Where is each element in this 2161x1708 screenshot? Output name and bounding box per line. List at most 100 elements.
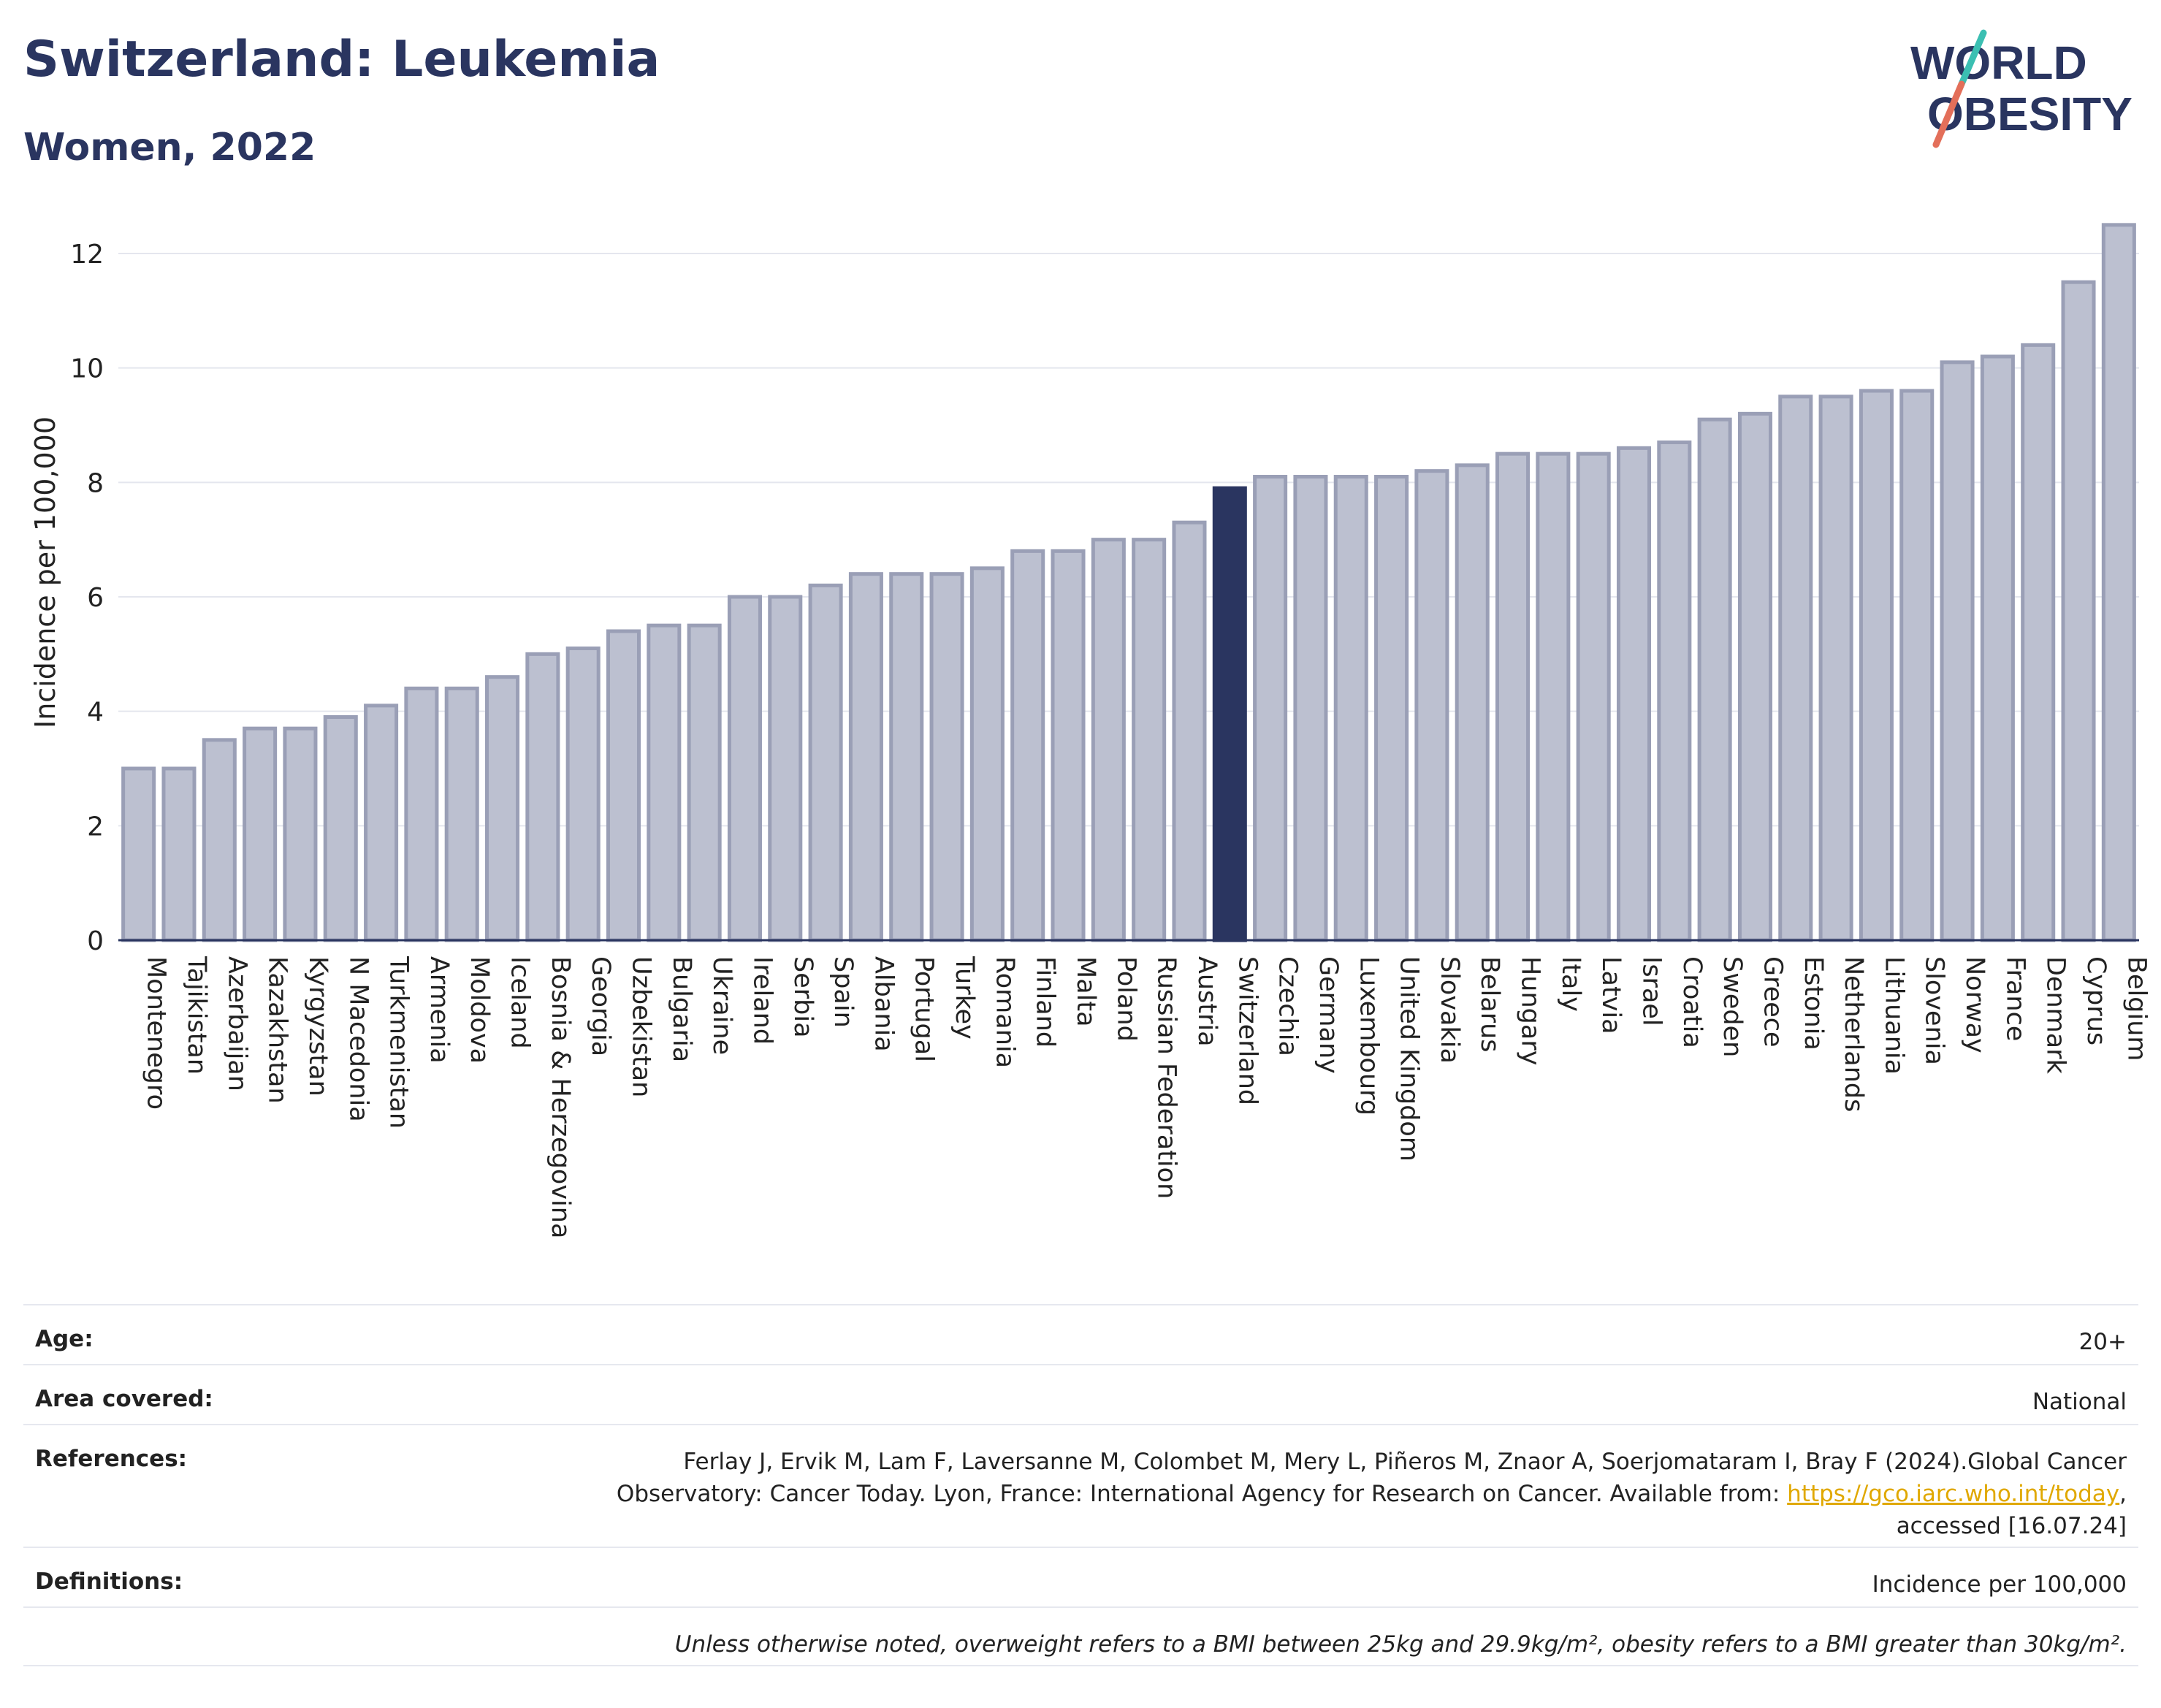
x-tick-label: Iceland — [506, 956, 535, 1049]
x-tick-label: Kazakhstan — [263, 956, 292, 1104]
x-tick-label: Latvia — [1596, 956, 1625, 1034]
bar-austria — [1172, 520, 1207, 942]
x-tick-label: Serbia — [788, 956, 817, 1038]
bar-chart: 0 2 4 6 8 10 12 Montenegro Tajikistan Azerbaijan… — [29, 223, 2151, 1238]
x-tick-label: Moldova — [465, 956, 494, 1064]
y-tick-label: 10 — [70, 354, 104, 384]
bar-belgium — [2101, 223, 2136, 942]
bar-germany — [1293, 475, 1328, 942]
y-tick-label: 4 — [87, 698, 104, 728]
references-accessed: , accessed [16.07.24] — [1896, 1481, 2127, 1539]
x-tick-label: Finland — [1031, 956, 1060, 1048]
x-tick-label: Slovenia — [1920, 956, 1949, 1065]
age-value: 20+ — [2078, 1329, 2127, 1355]
bar-israel — [1616, 446, 1652, 942]
y-tick-label: 12 — [70, 240, 104, 270]
x-tick-label: Cyprus — [2081, 956, 2111, 1045]
x-tick-label: Portugal — [910, 956, 939, 1062]
bar-ukraine — [687, 623, 722, 942]
x-tick-label: Netherlands — [1839, 956, 1868, 1112]
references-value: Ferlay J, Ervik M, Lam F, Laversanne M, … — [607, 1425, 2127, 1547]
definitions-value: Incidence per 100,000 — [1872, 1571, 2127, 1598]
bar-italy — [1536, 451, 1571, 942]
x-tick-label: Austria — [1192, 956, 1221, 1047]
x-tick-label: Italy — [1556, 956, 1585, 1012]
area-row: Area covered: National — [23, 1364, 2138, 1424]
y-tick-label: 2 — [87, 812, 104, 842]
x-tick-label: Belgium — [2122, 956, 2151, 1061]
y-tick-label: 0 — [87, 926, 104, 956]
x-tick-label: Ukraine — [707, 956, 736, 1055]
x-tick-label: Germany — [1314, 956, 1343, 1074]
bar-sweden — [1697, 417, 1732, 942]
bar-belarus — [1455, 463, 1490, 942]
bar-tajikistan — [161, 766, 197, 942]
y-tick-label: 8 — [87, 468, 104, 498]
x-tick-label: Slovakia — [1435, 956, 1464, 1064]
x-tick-label: Albania — [869, 956, 898, 1052]
logo-line2: OBESITY — [1927, 88, 2133, 140]
info-table: Age: 20+ Area covered: National Referenc… — [23, 1304, 2138, 1666]
x-tick-label: France — [2000, 956, 2029, 1041]
x-tick-label: Georgia — [586, 956, 615, 1056]
age-row: Age: 20+ — [23, 1304, 2138, 1364]
x-tick-label: Croatia — [1677, 956, 1707, 1048]
definitions-row: Definitions: Incidence per 100,000 — [23, 1547, 2138, 1606]
x-tick-label: Czechia — [1273, 956, 1303, 1056]
bar-georgia — [565, 647, 601, 942]
x-tick-label: Turkey — [950, 956, 979, 1040]
y-axis-label: Incidence per 100,000 — [29, 416, 61, 728]
age-label: Age: — [35, 1326, 94, 1352]
x-tick-label: Denmark — [2041, 956, 2070, 1075]
logo-line1: WORLD — [1910, 37, 2087, 89]
bar-united-kingdom — [1374, 475, 1409, 942]
bar-poland — [1091, 538, 1126, 942]
bar-lithuania — [1859, 389, 1894, 942]
x-tick-label: Bosnia & Herzegovina — [546, 956, 575, 1238]
bar-estonia — [1778, 394, 1813, 942]
x-tick-label: Bulgaria — [667, 956, 696, 1062]
chart-subtitle: Women, 2022 — [23, 126, 316, 169]
bar-finland — [1010, 549, 1045, 942]
x-tick-label: Azerbaijan — [222, 956, 251, 1091]
references-link[interactable]: https://gco.iarc.who.int/today — [1787, 1481, 2120, 1507]
definitions-label: Definitions: — [35, 1568, 183, 1595]
bar-uzbekistan — [606, 629, 641, 942]
bar-france — [1980, 354, 2015, 942]
bar-malta — [1051, 549, 1086, 942]
bar-greece — [1737, 411, 1772, 942]
x-tick-label: United Kingdom — [1395, 956, 1424, 1162]
bar-bulgaria — [647, 623, 682, 942]
references-row: References: Ferlay J, Ervik M, Lam F, La… — [23, 1424, 2138, 1547]
bar-latvia — [1576, 451, 1611, 942]
bar-n-macedonia — [323, 715, 358, 942]
bar-portugal — [889, 572, 924, 942]
x-tick-label: Turkmenistan — [384, 956, 413, 1129]
x-tick-label: Spain — [828, 956, 858, 1028]
x-tick-label: Russian Federation — [1152, 956, 1181, 1199]
area-label: Area covered: — [35, 1386, 213, 1412]
x-tick-label: Lithuania — [1879, 956, 1908, 1075]
references-label: References: — [35, 1446, 188, 1472]
x-tick-label: Luxembourg — [1354, 956, 1383, 1116]
x-tick-label: Israel — [1637, 956, 1666, 1026]
references-text: Ferlay J, Ervik M, Lam F, Laversanne M, … — [616, 1449, 2127, 1507]
y-tick-label: 6 — [87, 583, 104, 613]
bar-slovakia — [1414, 469, 1449, 942]
bar-turkey — [929, 572, 964, 942]
chart-title: Switzerland: Leukemia — [23, 31, 660, 88]
bar-slovenia — [1899, 389, 1935, 942]
bar-montenegro — [121, 766, 156, 942]
bar-ireland — [727, 595, 762, 942]
bar-serbia — [768, 595, 803, 942]
bar-kazakhstan — [243, 726, 278, 942]
bar-albania — [848, 572, 883, 942]
bar-croatia — [1657, 441, 1692, 942]
bar-russian-federation — [1132, 538, 1167, 942]
world-obesity-logo: WORLD OBESITY — [1910, 29, 2133, 148]
x-tick-label: Sweden — [1718, 956, 1747, 1057]
bar-denmark — [2021, 343, 2056, 942]
bar-hungary — [1495, 451, 1531, 942]
x-tick-label: Malta — [1071, 956, 1100, 1027]
bar-cyprus — [2061, 280, 2096, 942]
